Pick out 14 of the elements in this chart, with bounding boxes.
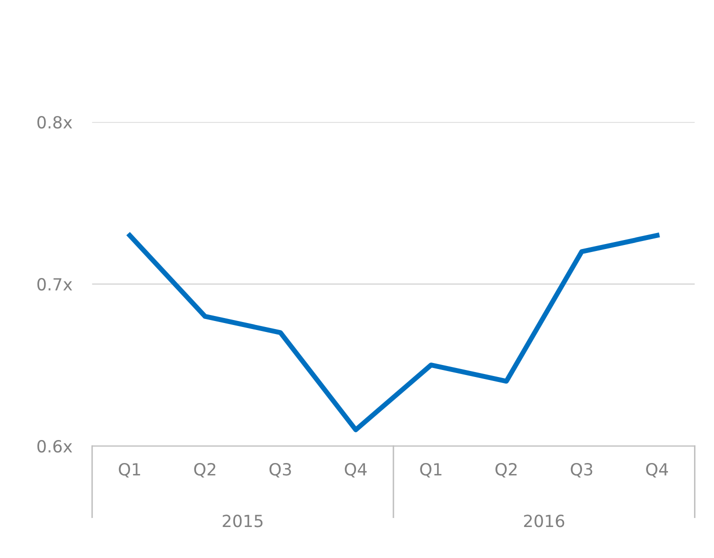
y-tick-label: 0.7x bbox=[37, 278, 72, 291]
y-tick-label: 0.6x bbox=[37, 440, 72, 453]
x-tick-label: Q4 bbox=[646, 462, 668, 478]
y-tick-label: 0.8x bbox=[37, 116, 72, 129]
x-tick-label: Q1 bbox=[420, 462, 442, 478]
text: 2015 bbox=[222, 514, 263, 528]
x-tick-label: Q3 bbox=[269, 462, 291, 478]
x-tick-label: Q4 bbox=[344, 462, 367, 478]
x-tick-label: Q1 bbox=[118, 462, 140, 478]
x-tick-label: Q2 bbox=[194, 462, 216, 478]
x-tick-label: Q2 bbox=[495, 462, 517, 478]
x-tick-label: Q3 bbox=[570, 462, 592, 478]
text: 2016 bbox=[524, 514, 564, 528]
line-series bbox=[127, 232, 660, 432]
